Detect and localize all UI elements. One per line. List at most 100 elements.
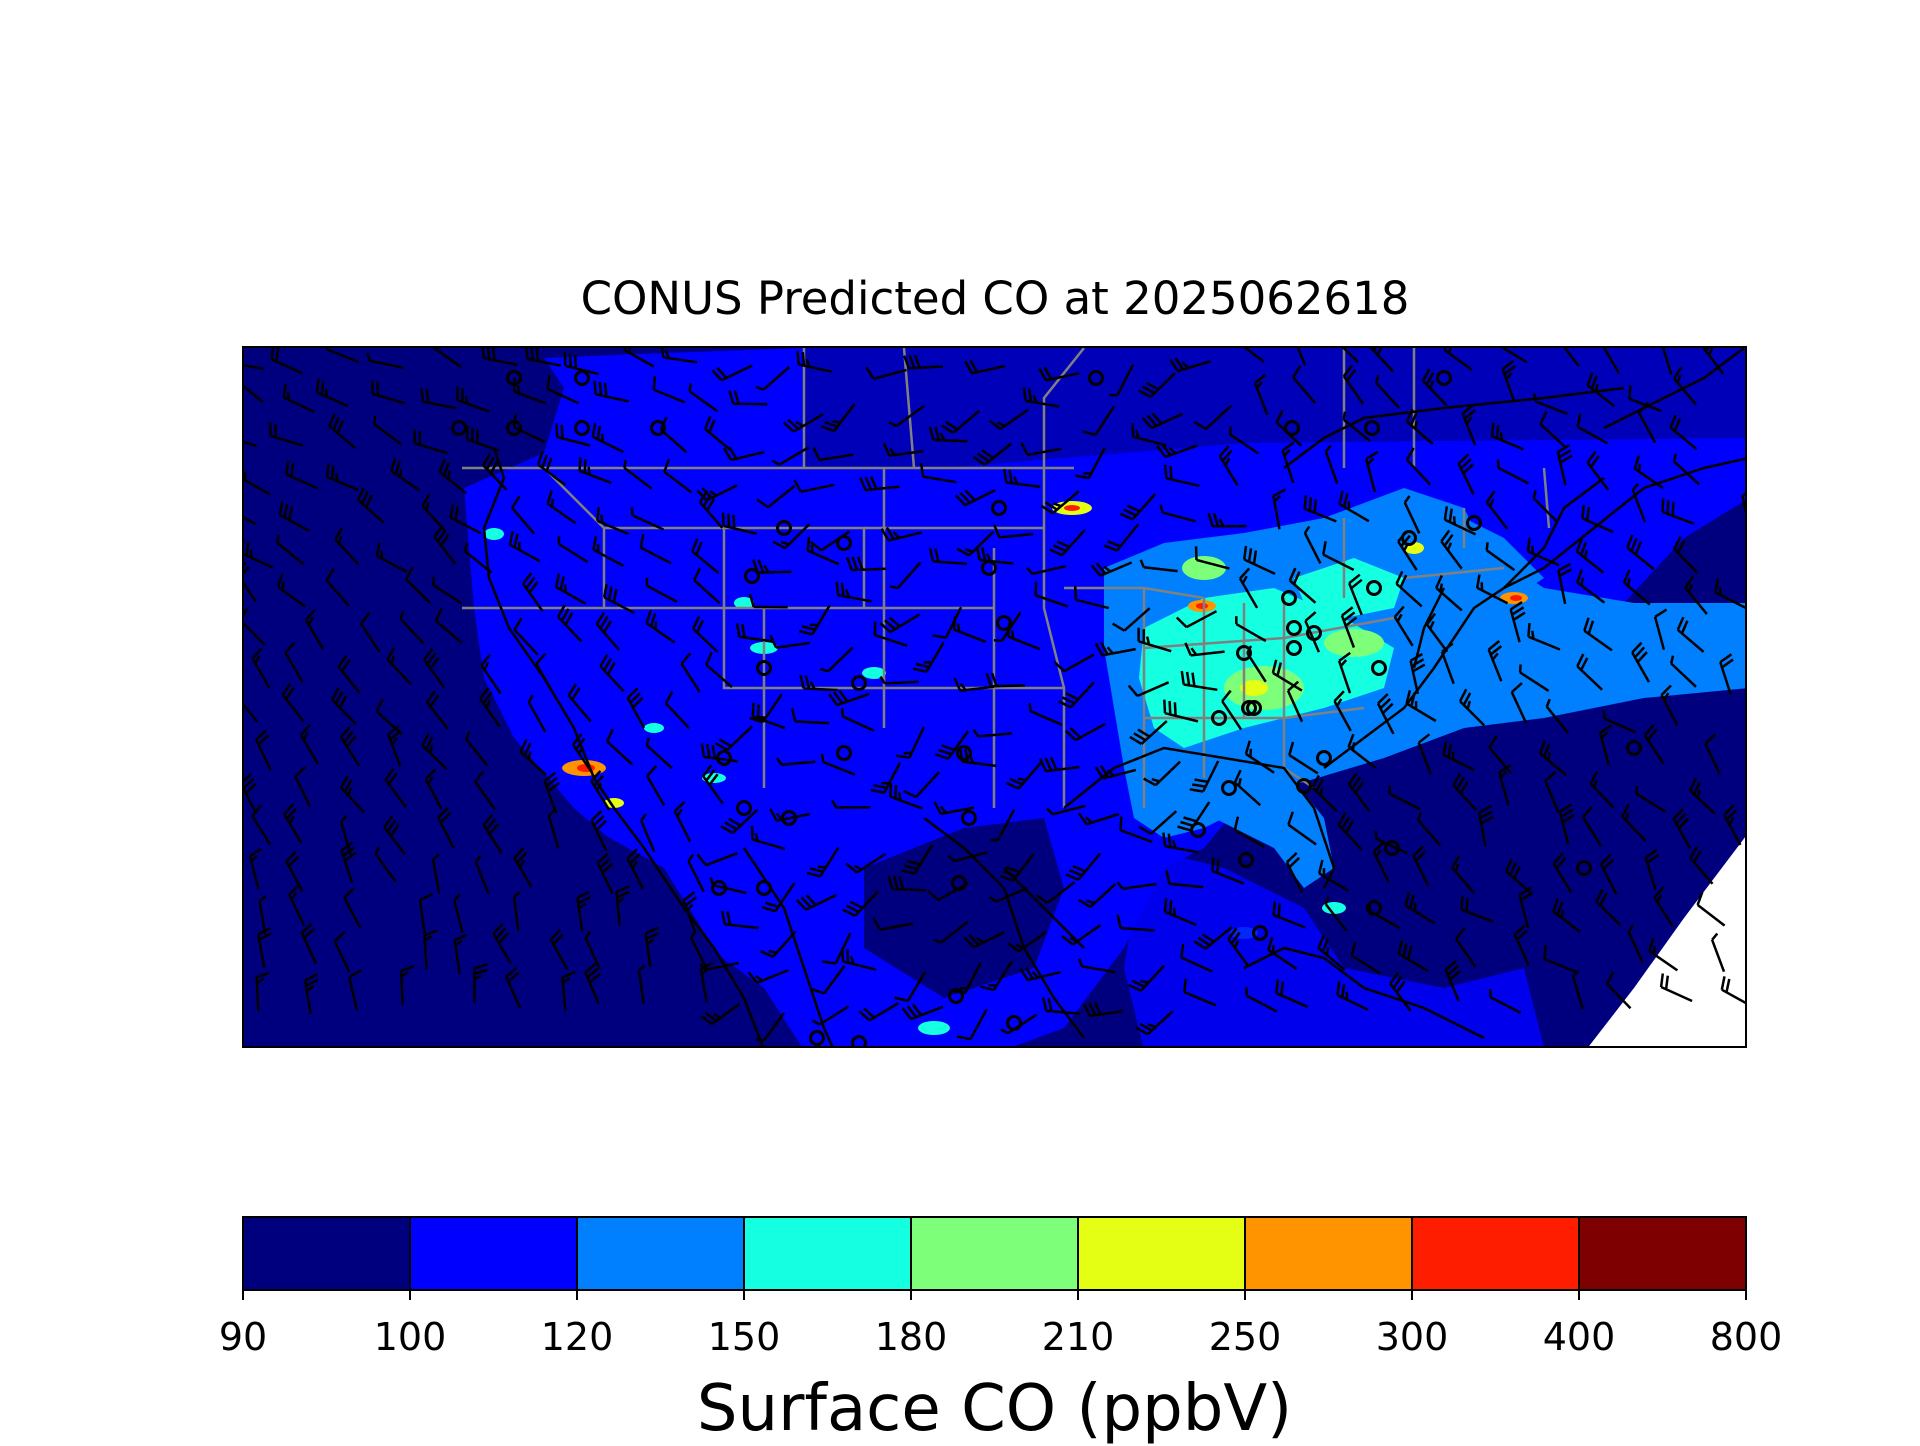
wind-barb — [1296, 348, 1307, 366]
colorbar-segment — [1580, 1218, 1745, 1289]
wind-barb — [1405, 689, 1437, 723]
colorbar-segment — [411, 1218, 578, 1289]
wind-barb — [1552, 852, 1573, 894]
chicago-co-300-400 — [1196, 603, 1208, 609]
wind-barb — [1412, 845, 1430, 887]
wind-barb — [795, 893, 838, 911]
wind-barb — [947, 851, 988, 863]
wind-barb — [1061, 923, 1102, 946]
wind-barb — [285, 460, 318, 490]
wind-barb — [339, 775, 366, 814]
wind-barb — [865, 366, 907, 381]
wind-barb — [1235, 616, 1267, 643]
wind-barb — [1341, 348, 1360, 364]
wind-barb — [687, 853, 705, 893]
coastline — [1283, 386, 1625, 469]
wind-barb — [688, 383, 719, 413]
colorbar-tick-mark — [1411, 1290, 1413, 1300]
calm-wind-circle — [951, 875, 967, 891]
wind-barb — [372, 415, 403, 446]
wind-barb — [1490, 422, 1524, 451]
wind-barb — [282, 383, 316, 414]
calm-wind-circle — [1401, 530, 1417, 546]
wind-barb — [1393, 605, 1414, 647]
calm-wind-circle — [744, 568, 760, 584]
calm-wind-circle — [1466, 515, 1482, 531]
wind-barb — [1272, 901, 1306, 929]
wind-barb — [595, 611, 621, 651]
calm-wind-circles — [451, 370, 1642, 1046]
wind-barb — [1576, 413, 1609, 445]
wind-barb — [858, 1001, 900, 1022]
calm-wind-circle — [1006, 1015, 1022, 1031]
wind-barb — [1372, 841, 1390, 883]
wind-barb — [431, 576, 463, 605]
wind-barb — [728, 390, 768, 406]
wind-barb — [879, 675, 919, 685]
wind-barb — [840, 708, 875, 732]
atlanta-co-210-250 — [1240, 680, 1268, 696]
wind-barb — [806, 536, 840, 566]
wind-barb — [723, 446, 765, 462]
wind-barb — [1458, 688, 1485, 727]
wind-barb — [432, 348, 462, 369]
wind-barb — [751, 702, 786, 730]
wind-barb — [1137, 627, 1172, 653]
wind-barb — [755, 366, 790, 391]
wind-barb — [1347, 733, 1377, 769]
wind-barb — [492, 922, 512, 964]
wind-barb — [703, 415, 733, 452]
colorbar-segment — [1079, 1218, 1246, 1289]
wind-barb — [334, 526, 360, 566]
carolina-co-180-210 — [1324, 629, 1384, 657]
wind-barb — [300, 922, 318, 965]
wind-barb — [1233, 769, 1262, 807]
coastline — [1323, 457, 1745, 769]
wind-barb — [820, 646, 854, 673]
wind-barb — [714, 725, 753, 751]
wind-barb — [840, 947, 877, 971]
local-co-150-180 — [1322, 902, 1346, 914]
wind-barb — [1159, 504, 1196, 523]
wind-barb — [437, 807, 455, 849]
calm-wind-circle — [776, 520, 792, 536]
wind-barb — [455, 386, 490, 413]
wind-barb — [1028, 703, 1063, 726]
wind-barb — [1714, 578, 1745, 609]
wind-barb — [525, 348, 562, 367]
wind-barb — [1602, 710, 1637, 734]
wind-barb — [903, 771, 941, 799]
wind-barb — [1661, 498, 1695, 526]
minneapolis-co-300-400 — [1064, 505, 1080, 511]
wind-barb — [1510, 682, 1528, 724]
wind-barb — [623, 459, 653, 490]
wind-barb — [626, 687, 646, 729]
wind-barb — [1552, 898, 1582, 933]
wind-barb — [806, 846, 840, 878]
wind-barb — [1684, 575, 1708, 615]
wind-barb — [1184, 642, 1225, 657]
wind-barb — [425, 690, 449, 730]
wind-barb — [1440, 529, 1463, 570]
calm-wind-circle — [1316, 750, 1332, 766]
wind-barb — [269, 422, 304, 447]
ohio-valley-co-180-210 — [1182, 556, 1226, 580]
calm-wind-circle — [851, 675, 867, 691]
wind-barb — [1689, 845, 1714, 885]
wind-barb — [244, 703, 259, 723]
coastline — [1412, 587, 1446, 669]
coastline — [482, 447, 764, 1046]
wind-barb — [1163, 898, 1197, 927]
wind-barb — [1500, 348, 1528, 364]
wind-barb — [325, 348, 360, 364]
wind-barb — [340, 841, 357, 884]
wind-barb — [1365, 450, 1379, 493]
wind-barb — [1253, 373, 1269, 416]
colorbar-tick-label: 400 — [1542, 1315, 1616, 1359]
wind-barb — [750, 825, 786, 851]
colorbar-tick-label: 90 — [218, 1315, 268, 1359]
wind-barb — [702, 764, 725, 805]
wind-barb — [1175, 610, 1218, 629]
wind-barb — [699, 961, 714, 1003]
wind-barb — [953, 677, 995, 692]
